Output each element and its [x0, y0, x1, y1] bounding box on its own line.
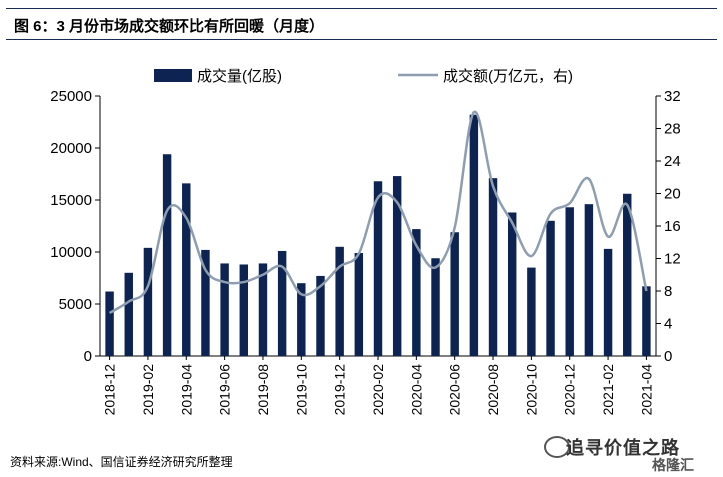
x-tick-label: 2019-06 — [217, 364, 233, 416]
bar-2021-03 — [623, 193, 632, 356]
bar-2021-02 — [603, 248, 613, 356]
bar-2021-01 — [584, 204, 594, 356]
left-tick-label: 25000 — [50, 88, 92, 105]
legend-bar-label: 成交量(亿股) — [197, 67, 282, 85]
source-note: 资料来源:Wind、国信证券经济研究所整理 — [10, 455, 233, 469]
x-tick-label: 2018-12 — [102, 364, 118, 416]
figure-title: 图 6：3 月份市场成交额环比有所回暖（月度） — [14, 18, 325, 35]
wechat-logo-icon — [544, 436, 570, 458]
bar-2020-12 — [565, 207, 574, 356]
bar-2018-12 — [105, 291, 114, 356]
bar-2020-03 — [392, 176, 402, 356]
bar-2019-02 — [143, 247, 153, 356]
left-tick-label: 20000 — [50, 140, 92, 157]
bar-2020-09 — [507, 212, 517, 356]
bar-2019-04 — [182, 183, 191, 356]
right-tick-label: 32 — [664, 88, 681, 105]
series-line-turnover — [108, 110, 648, 315]
x-tick-label: 2020-06 — [447, 364, 463, 416]
right-tick-label: 20 — [664, 186, 681, 203]
bar-2019-08 — [258, 263, 268, 356]
bar-2019-07 — [239, 264, 249, 356]
bar-2020-07 — [469, 114, 479, 356]
x-tick-label: 2019-04 — [178, 364, 194, 416]
watermark-sub: 格隆汇 — [652, 457, 694, 473]
bar-2019-10 — [297, 283, 306, 356]
bar-2019-05 — [201, 249, 210, 356]
bar-2020-10 — [527, 267, 536, 356]
bar-2020-02 — [373, 181, 383, 356]
right-tick-label: 8 — [664, 283, 672, 300]
right-tick-label: 12 — [664, 251, 681, 268]
x-tick-label: 2020-10 — [523, 364, 539, 416]
x-tick-label: 2020-12 — [562, 364, 578, 416]
x-tick-label: 2019-08 — [255, 364, 271, 416]
right-tick-label: 16 — [664, 218, 681, 235]
bar-2019-11 — [316, 275, 325, 356]
left-tick-label: 15000 — [50, 192, 92, 209]
bar-2021-04 — [642, 286, 651, 356]
right-tick-label: 24 — [664, 153, 681, 170]
right-tick-label: 0 — [664, 348, 672, 365]
watermark-text: 追寻价值之路 — [566, 438, 680, 458]
bar-2020-11 — [546, 220, 555, 356]
bar-2019-01 — [124, 272, 133, 356]
bar-2019-09 — [277, 250, 287, 356]
x-tick-label: 2020-08 — [485, 364, 501, 416]
x-tick-label: 2020-02 — [370, 364, 386, 416]
title-bar: 图 6：3 月份市场成交额环比有所回暖（月度） — [6, 8, 717, 40]
bar-2019-06 — [220, 263, 229, 356]
left-tick-label: 5000 — [59, 296, 92, 313]
x-tick-label: 2019-12 — [332, 364, 348, 416]
right-tick-label: 4 — [664, 316, 672, 333]
x-tick-label: 2021-02 — [600, 364, 616, 416]
legend-line-label: 成交额(万亿元，右) — [443, 67, 573, 85]
x-tick-label: 2019-10 — [293, 364, 309, 416]
x-tick-label: 2021-04 — [638, 364, 654, 416]
bar-2020-08 — [488, 178, 498, 356]
x-tick-label: 2020-04 — [408, 364, 424, 416]
legend-bar-swatch — [154, 69, 192, 82]
bar-2019-03 — [162, 154, 172, 356]
left-tick-label: 10000 — [50, 244, 92, 261]
bar-2020-01 — [354, 253, 364, 356]
left-tick-label: 0 — [84, 348, 92, 365]
bar-2019-12 — [335, 246, 344, 356]
bar-2020-06 — [450, 232, 459, 356]
x-tick-label: 2019-02 — [140, 364, 156, 416]
bar-2020-04 — [412, 229, 421, 356]
right-tick-label: 28 — [664, 121, 681, 138]
bar-2020-05 — [431, 258, 440, 356]
